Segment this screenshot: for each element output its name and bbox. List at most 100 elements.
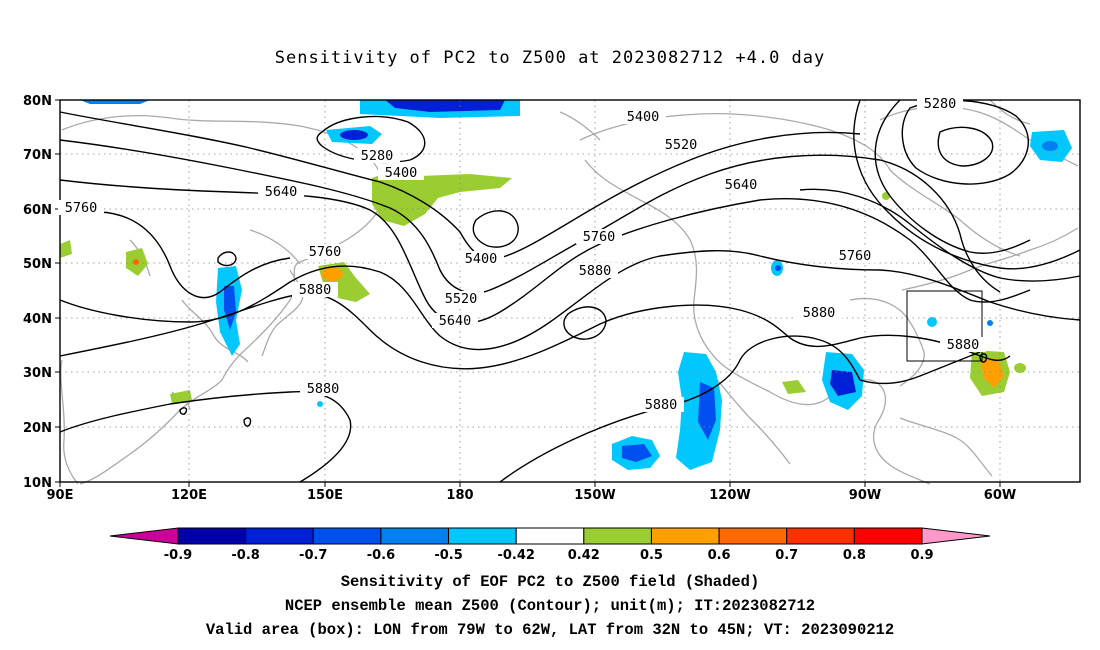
colorbar-label: 0.8 [843, 548, 866, 563]
colorbar-swatch [786, 527, 855, 545]
lat-label-40n: 40N [23, 312, 52, 327]
colorbar-swatch [177, 527, 247, 545]
lon-label-150e: 150E [307, 488, 343, 503]
shade-gulf-core [830, 370, 856, 396]
contour-label: 5880 [299, 282, 332, 298]
contour-5880-cell [563, 306, 607, 340]
contour-small-2 [243, 417, 252, 427]
contour-label: 5880 [645, 397, 678, 413]
contour-5760-main [59, 250, 1081, 351]
contour-label: 5760 [839, 248, 872, 264]
colorbar-label: 0.7 [775, 548, 798, 563]
contour-label: 5520 [445, 291, 478, 307]
shade-west-green-2 [60, 240, 72, 258]
sensitivity-shading [60, 100, 1072, 470]
shade-gulf-green [782, 380, 806, 394]
contour-small-4 [979, 353, 988, 363]
colorbar-swatch [718, 527, 788, 545]
contour-label: 5400 [385, 165, 418, 181]
tick-marks [55, 99, 1001, 487]
colorbar-swatch [245, 527, 314, 545]
lat-label-50n: 50N [23, 257, 52, 272]
colorbar-swatch [583, 527, 652, 545]
contour-5880-sw [59, 391, 352, 483]
contour-labels: 5280 5280 5400 5400 5400 5520 5520 5640 … [58, 96, 986, 413]
shade-japan-orange [321, 267, 343, 281]
contour-5640-right [799, 188, 1081, 282]
contour-label: 5760 [65, 200, 98, 216]
shade-pacific-core-2 [698, 382, 716, 440]
contour-5880-south [499, 335, 861, 483]
contour-5280-inner [937, 126, 994, 167]
colorbar-left-arrow [109, 527, 179, 545]
shade-box-blue-2 [987, 320, 993, 326]
lat-label-80n: 80N [23, 94, 52, 109]
contour-5520-right [853, 99, 1081, 270]
colorbar-label: -0.5 [434, 548, 462, 563]
shade-greenland-core [1042, 141, 1058, 151]
coastlines [60, 99, 1079, 485]
contour-label: 5280 [361, 148, 394, 164]
contour-label: 5280 [924, 96, 957, 112]
lon-label-180: 180 [446, 488, 473, 503]
contour-label: 5400 [627, 109, 660, 125]
contour-label: 5880 [803, 305, 836, 321]
contour-5280-right [901, 99, 1030, 185]
colorbar-swatch [312, 527, 382, 545]
lon-label-90e: 90E [47, 488, 74, 503]
contour-5880-main [59, 292, 1011, 370]
lat-labels: 80N 70N 60N 50N 40N 30N 20N 10N [23, 94, 52, 491]
colorbar-swatch [650, 527, 720, 545]
contour-5520 [59, 139, 1001, 294]
shade-top-left [80, 100, 150, 104]
contour-label: 5880 [947, 337, 980, 353]
colorbar-right-arrow [921, 527, 991, 545]
lon-label-150w: 150W [574, 488, 615, 503]
shade-arctic-core [385, 100, 505, 112]
contour-small-3 [179, 407, 188, 415]
contour-small-1 [217, 251, 237, 267]
shade-box-blue [927, 317, 937, 327]
lon-label-60w: 60W [984, 488, 1016, 503]
map-frame [59, 99, 1081, 483]
colorbar-swatch [853, 527, 923, 545]
contour-label: 5880 [307, 381, 340, 397]
lon-labels: 90E 120E 150E 180 150W 120W 90W 60W [47, 488, 1017, 503]
lat-label-70n: 70N [23, 148, 52, 163]
lat-label-10n: 10N [23, 476, 52, 491]
shade-atlantic-green-2 [1014, 363, 1026, 373]
contour-5760-lobe [99, 211, 291, 299]
colorbar-label: 0.6 [708, 548, 731, 563]
colorbar-swatch [448, 527, 517, 545]
contour-5400-low [472, 210, 519, 248]
shade-dot-blue [317, 401, 323, 407]
lat-label-20n: 20N [23, 421, 52, 436]
contour-label: 5640 [725, 177, 758, 193]
contour-label: 5760 [309, 244, 342, 260]
lon-label-120w: 120W [709, 488, 750, 503]
colorbar: -0.9 -0.8 -0.7 -0.6 -0.5 -0.42 0.42 0.5 0.6 0.7 0.… [109, 527, 991, 563]
colorbar-label: -0.8 [231, 548, 259, 563]
colorbar-label: -0.42 [497, 548, 534, 563]
colorbar-label: 0.9 [910, 548, 933, 563]
shade-west-orange-1 [133, 259, 139, 265]
contour-label: 5640 [265, 184, 298, 200]
shade-kamchatka-core [340, 130, 368, 140]
contour-label: 5400 [465, 251, 498, 267]
contour-label: 5520 [665, 137, 698, 153]
colorbar-label: 0.42 [568, 548, 600, 563]
shade-mexico-core [775, 265, 781, 271]
lon-label-120e: 120E [171, 488, 207, 503]
caption-line-2: NCEP ensemble mean Z500 (Contour); unit(… [284, 597, 816, 615]
shade-bering-green [372, 170, 512, 226]
lon-label-90w: 90W [849, 488, 881, 503]
colorbar-swatch [380, 527, 450, 545]
shade-sea-green [170, 390, 192, 404]
shade-pacific-core-1 [622, 444, 652, 462]
contour-5880-gulf [859, 351, 981, 385]
lat-label-60n: 60N [23, 203, 52, 218]
colorbar-label: 0.5 [640, 548, 663, 563]
colorbar-label: -0.7 [299, 548, 327, 563]
contour-5280-left [316, 115, 426, 163]
colorbar-label: -0.6 [367, 548, 395, 563]
